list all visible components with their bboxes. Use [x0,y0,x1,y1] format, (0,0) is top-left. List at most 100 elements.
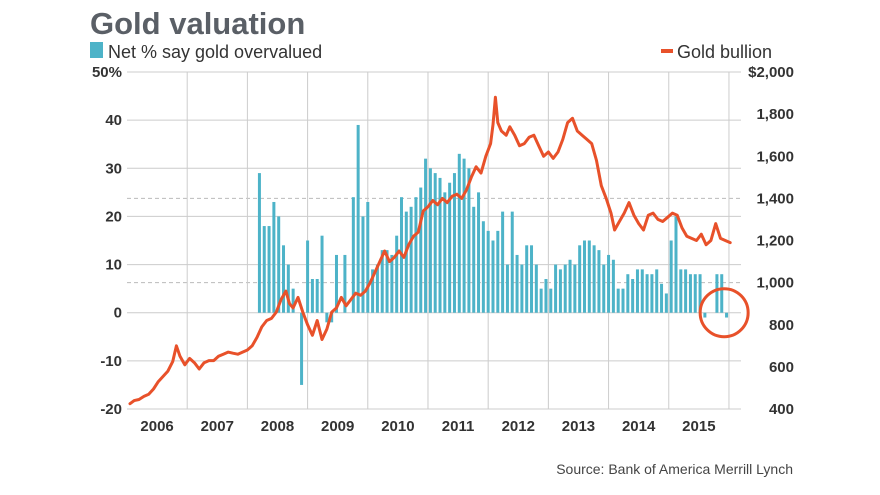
bar [725,312,729,318]
bar [496,230,500,313]
left-axis-ticks: 50% 40 30 20 10 0 -10 -20 [92,64,122,418]
bar [457,153,461,313]
x-axis-ticks: 2006 2007 2008 2009 2010 2011 2012 2013 2014 2015 [140,418,715,435]
bar [558,269,562,313]
bar [380,250,384,313]
bar [257,173,261,313]
highlight-circle [698,287,750,339]
bar [452,173,456,313]
bar [582,240,586,313]
left-tick-label: 0 [114,305,122,322]
bar [693,274,697,313]
legend-bar-swatch [90,42,103,58]
bar [554,264,558,313]
bar [525,245,529,313]
bar [277,216,281,313]
x-tick-label: 2012 [502,418,535,435]
bar [409,206,413,313]
bar [448,182,452,313]
bar [650,274,654,313]
bar [655,269,659,313]
bar [375,264,379,313]
bar [578,245,582,313]
x-tick-label: 2013 [562,418,595,435]
bar [549,288,553,313]
left-tick-label: 20 [105,208,122,225]
bar [530,245,534,313]
bar [306,240,310,313]
bar [679,269,683,313]
left-tick-label: 30 [105,160,122,177]
x-tick-label: 2014 [622,418,656,435]
bar [669,240,673,313]
bar [361,216,365,313]
bar [414,197,418,313]
x-tick-label: 2011 [442,418,475,435]
bar [315,279,319,313]
bar [616,288,620,313]
bar [568,259,572,313]
bar [631,279,635,313]
left-tick-label: 10 [105,257,122,274]
bar [433,173,437,313]
bar [534,264,538,313]
bar [300,312,304,385]
bar [720,274,724,313]
chart-title: Gold valuation [90,6,305,41]
left-tick-label: 50% [92,64,122,81]
bar [539,288,543,313]
x-tick-label: 2007 [201,418,234,435]
bar [640,269,644,313]
bar [515,254,519,313]
bar [660,283,664,313]
bar [267,226,271,313]
bar [310,279,314,313]
bar [491,240,495,313]
bar [390,254,394,313]
bar [424,158,428,313]
bar-series [257,124,729,385]
bar [272,201,276,313]
bar [343,254,347,313]
source-note: Source: Bank of America Merrill Lynch [556,461,793,477]
right-tick-label: 400 [769,401,794,418]
bar [664,293,668,313]
bar [366,201,370,313]
bar [501,211,505,313]
right-axis-ticks: $2,000 1,800 1,600 1,400 1,200 1,000 800 600 400 [748,64,794,418]
bar [286,264,290,313]
bar [607,254,611,313]
bar [371,269,375,313]
bar [262,226,266,313]
bar [592,245,596,313]
bar [698,274,702,313]
legend-line-label: Gold bullion [677,42,772,62]
line-series [128,95,732,406]
bar [334,254,338,313]
right-tick-label: 1,800 [756,106,794,123]
x-tick-label: 2008 [261,418,294,435]
right-tick-label: 1,600 [756,148,794,165]
left-tick-label: 40 [105,112,122,129]
bar [291,288,295,313]
bar [703,312,707,318]
x-tick-label: 2015 [682,418,715,435]
left-tick-label: -10 [100,353,122,370]
bar [486,230,490,313]
bar [320,235,324,313]
bar [462,158,466,313]
x-tick-label: 2009 [321,418,354,435]
bar [684,269,688,313]
bar [563,264,567,313]
x-tick-label: 2010 [381,418,414,435]
gold-line [128,95,732,406]
bar [573,264,577,313]
right-tick-label: 600 [769,359,794,376]
bar [404,211,408,313]
right-tick-label: 1,400 [756,190,794,207]
right-tick-label: $2,000 [748,64,794,81]
bar [351,197,355,313]
bar [544,279,548,313]
